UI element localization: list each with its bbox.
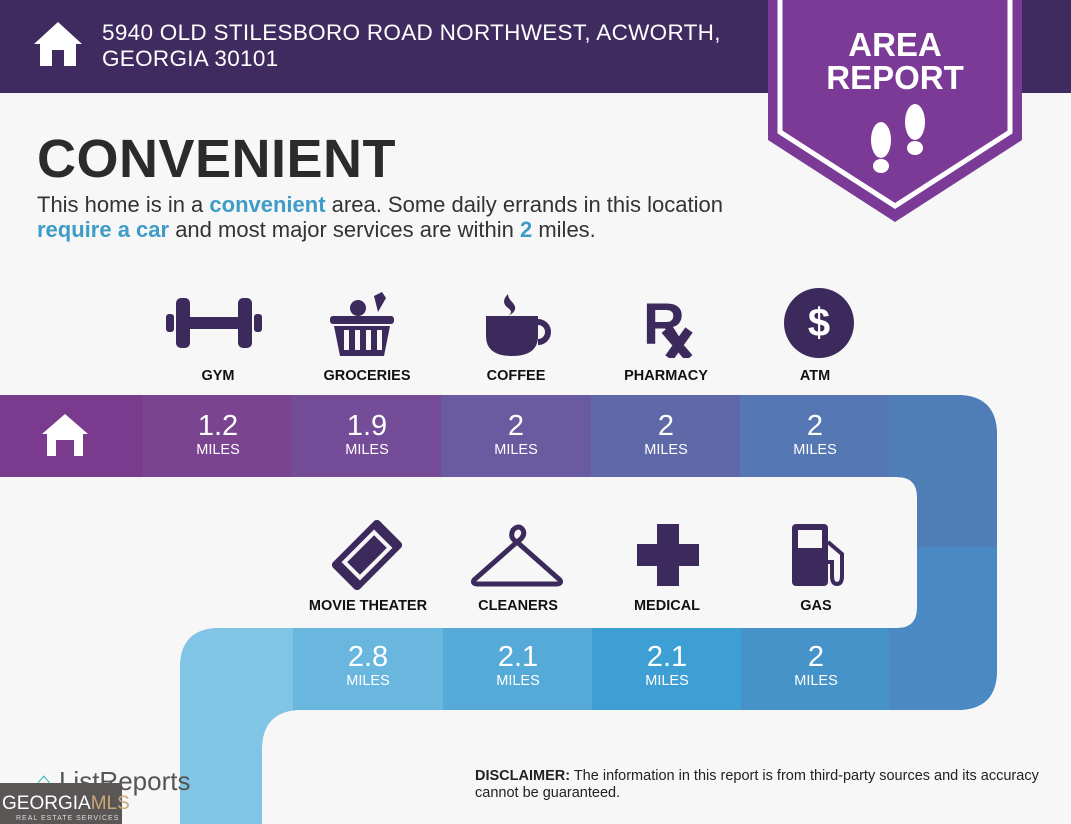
distance-value: 2.8 <box>347 641 389 673</box>
distance-value: 2 <box>657 410 675 442</box>
home-start-icon <box>42 414 88 456</box>
distance-groceries: 1.9 MILES <box>292 410 442 458</box>
distance-unit: MILES <box>644 442 688 458</box>
home-icon <box>34 22 82 66</box>
label-pharmacy: PHARMACY <box>624 368 708 384</box>
label-groceries: GROCERIES <box>323 368 411 384</box>
medical-cross-icon <box>637 524 699 586</box>
distance-value: 1.2 <box>197 410 239 442</box>
distance-value: 2.1 <box>497 641 539 673</box>
distance-unit: MILES <box>346 673 390 689</box>
label-movie-theater: MOVIE THEATER <box>308 598 428 614</box>
property-address: 5940 OLD STILESBORO ROAD NORTHWEST, ACWO… <box>102 20 721 71</box>
distance-pharmacy: 2 MILES <box>591 410 741 458</box>
label-gym: GYM <box>201 368 235 384</box>
distance-unit: MILES <box>345 442 389 458</box>
footprints-icon <box>871 104 925 173</box>
dumbbell-icon <box>166 298 262 348</box>
dollar-icon: $ <box>784 288 854 358</box>
distance-value: 2 <box>807 641 825 673</box>
hanger-icon <box>471 524 563 587</box>
ticket-icon <box>331 520 403 590</box>
distance-value: 2 <box>507 410 525 442</box>
distance-unit: MILES <box>645 673 689 689</box>
distance-unit: MILES <box>196 442 240 458</box>
area-report-label: AREA REPORT <box>826 26 964 96</box>
georgia-mls-logo: GEORGIAMLS REAL ESTATE SERVICES <box>0 783 130 824</box>
label-gas: GAS <box>800 598 832 614</box>
distance-unit: MILES <box>494 442 538 458</box>
distance-unit: MILES <box>794 673 838 689</box>
gas-pump-icon <box>792 524 844 587</box>
area-report-badge <box>768 0 1022 222</box>
coffee-cup-icon <box>486 294 551 356</box>
distance-gym: 1.2 MILES <box>143 410 293 458</box>
distance-gas: 2 MILES <box>741 641 891 689</box>
distance-medical: 2.1 MILES <box>592 641 742 689</box>
distance-value: 1.9 <box>346 410 388 442</box>
distance-cleaners: 2.1 MILES <box>443 641 593 689</box>
label-atm: ATM <box>799 368 831 384</box>
label-cleaners: CLEANERS <box>478 598 558 614</box>
basket-icon <box>330 292 394 356</box>
description: This home is in a convenient area. Some … <box>37 192 723 242</box>
distance-atm: 2 MILES <box>740 410 890 458</box>
distance-unit: MILES <box>496 673 540 689</box>
distance-unit: MILES <box>793 442 837 458</box>
page-title: CONVENIENT <box>37 129 397 189</box>
distance-movie-theater: 2.8 MILES <box>293 641 443 689</box>
distance-value: 2 <box>806 410 824 442</box>
disclaimer: DISCLAIMER: The information in this repo… <box>475 768 1039 801</box>
label-medical: MEDICAL <box>633 598 701 614</box>
rx-icon: R <box>643 292 693 358</box>
label-coffee: COFFEE <box>486 368 546 384</box>
distance-value: 2.1 <box>646 641 688 673</box>
svg-text:$: $ <box>808 301 830 345</box>
distance-coffee: 2 MILES <box>441 410 591 458</box>
